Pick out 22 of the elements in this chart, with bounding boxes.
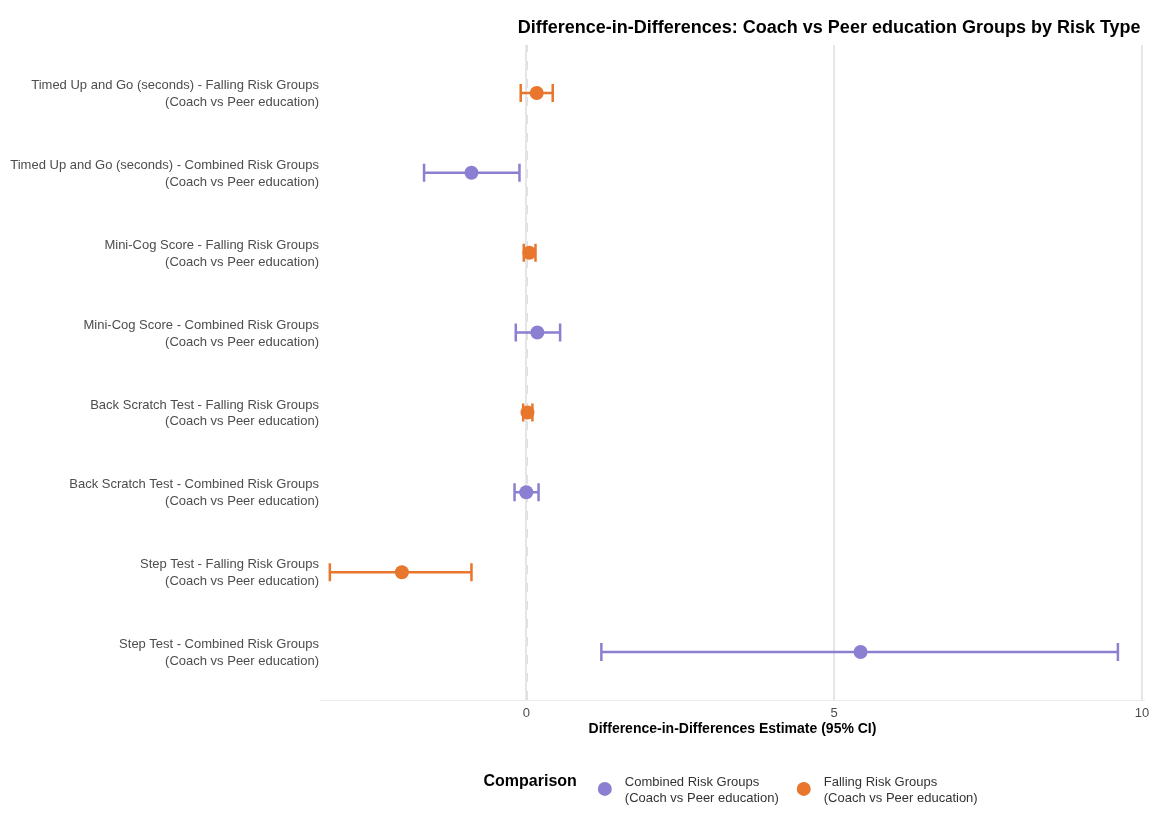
y-tick-label: Step Test - Combined Risk Groups (Coach vs Peer education) <box>119 636 320 669</box>
point <box>394 565 409 580</box>
point <box>464 165 479 180</box>
y-tick-label: Mini-Cog Score - Combined Risk Groups (Coach vs Peer education) <box>83 316 320 349</box>
point <box>519 485 534 500</box>
x-tick-label: 5 <box>830 704 838 720</box>
legend-label: Falling Risk Groups (Coach vs Peer education) <box>823 773 978 806</box>
y-tick-label: Back Scratch Test - Falling Risk Groups (Coach vs Peer education) <box>90 396 320 429</box>
x-axis-title: Difference-in-Differences Estimate (95% CI) <box>588 719 877 736</box>
y-tick-label: Timed Up and Go (seconds) - Falling Risk Groups (Coach vs Peer education) <box>31 77 320 109</box>
legend-title: Comparison <box>483 772 577 790</box>
y-tick-label: Mini-Cog Score - Falling Risk Groups (Coach vs Peer education) <box>104 236 320 269</box>
legend-label: Combined Risk Groups (Coach vs Peer education) <box>624 773 779 806</box>
point <box>853 645 868 660</box>
y-tick-label: Back Scratch Test - Combined Risk Groups (Coach vs Peer education) <box>69 476 320 509</box>
x-tick-label: 10 <box>1134 704 1150 720</box>
chart-title: Difference-in-Differences: Coach vs Peer education Groups by Risk Type <box>517 17 1141 38</box>
point <box>529 85 544 100</box>
point <box>530 325 545 340</box>
y-tick-label: Timed Up and Go (seconds) - Combined Risk Groups (Coach vs Peer education) <box>10 156 320 189</box>
x-tick-label: 0 <box>522 704 530 720</box>
y-tick-label: Step Test - Falling Risk Groups (Coach vs Peer education) <box>140 556 320 589</box>
